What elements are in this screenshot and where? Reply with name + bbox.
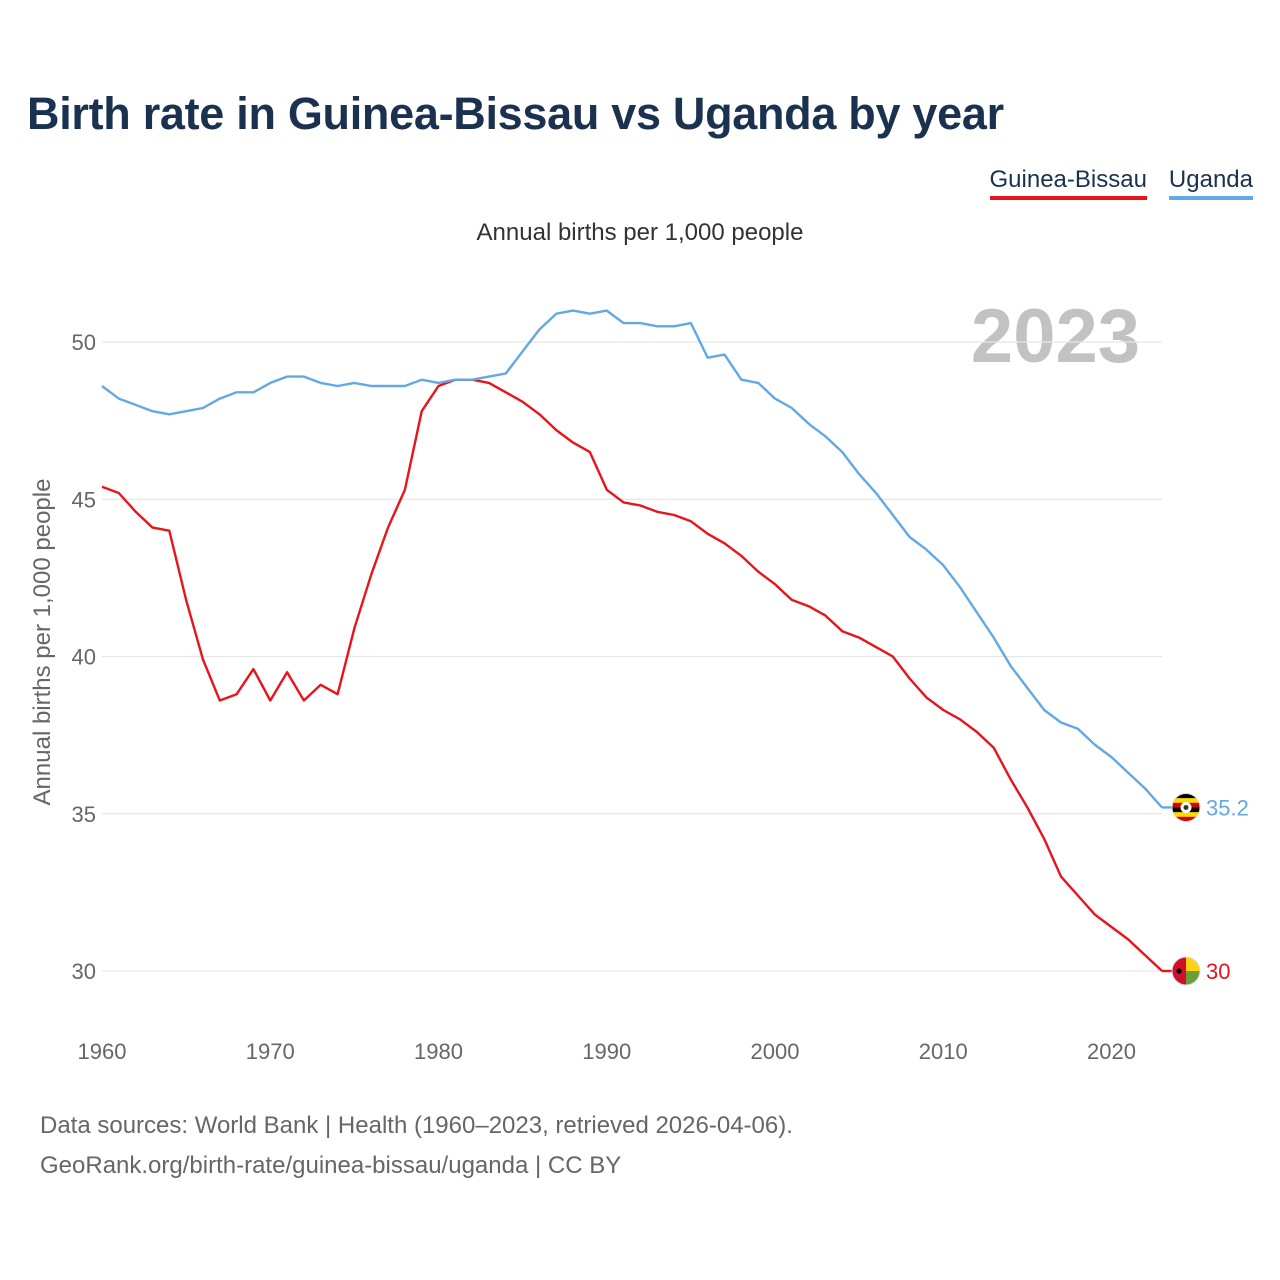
chart-title: Birth rate in Guinea-Bissau vs Uganda by… (27, 88, 1004, 139)
series-line-guinea-bissau (101, 378, 1163, 972)
gridlines (102, 341, 1162, 972)
uganda-flag-icon (1172, 793, 1200, 822)
year-watermark: 2023 (971, 294, 1140, 379)
x-tick-2020: 2020 (1087, 1039, 1136, 1064)
legend: Guinea-Bissau Uganda (989, 166, 1253, 200)
y-tick-35: 35 (72, 802, 96, 827)
legend-item-guinea-bissau[interactable]: Guinea-Bissau (989, 166, 1147, 200)
y-tick-45: 45 (72, 487, 96, 512)
legend-item-uganda[interactable]: Uganda (1168, 166, 1253, 200)
x-tick-1960: 1960 (78, 1039, 127, 1064)
x-tick-labels: 1960 1970 1980 1990 2000 2010 2020 (78, 1039, 1136, 1064)
x-tick-1980: 1980 (414, 1039, 463, 1064)
source-line-2: GeoRank.org/birth-rate/guinea-bissau/uga… (40, 1152, 622, 1179)
line-chart: Annual births per 1,000 people 2023 Annu… (29, 219, 1249, 1064)
end-label-uganda: 35.2 (1206, 795, 1249, 820)
y-tick-labels: 30 35 40 45 50 (72, 330, 96, 984)
series-lines (101, 309, 1163, 972)
x-tick-1970: 1970 (246, 1039, 295, 1064)
x-tick-1990: 1990 (582, 1039, 631, 1064)
series-line-uganda (101, 309, 1163, 809)
y-tick-50: 50 (72, 330, 96, 355)
y-tick-30: 30 (72, 959, 96, 984)
guinea-bissau-flag-icon (1172, 957, 1200, 985)
y-tick-40: 40 (72, 645, 96, 670)
end-markers: 30 35.2 (1162, 792, 1249, 986)
end-label-guinea-bissau: 30 (1206, 959, 1230, 984)
x-tick-2010: 2010 (919, 1039, 968, 1064)
source-note: Data sources: World Bank | Health (1960–… (40, 1106, 793, 1186)
x-tick-2000: 2000 (751, 1039, 800, 1064)
chart-subtitle: Annual births per 1,000 people (477, 219, 804, 246)
source-line-1: Data sources: World Bank | Health (1960–… (40, 1112, 793, 1139)
y-axis-label: Annual births per 1,000 people (29, 479, 56, 806)
